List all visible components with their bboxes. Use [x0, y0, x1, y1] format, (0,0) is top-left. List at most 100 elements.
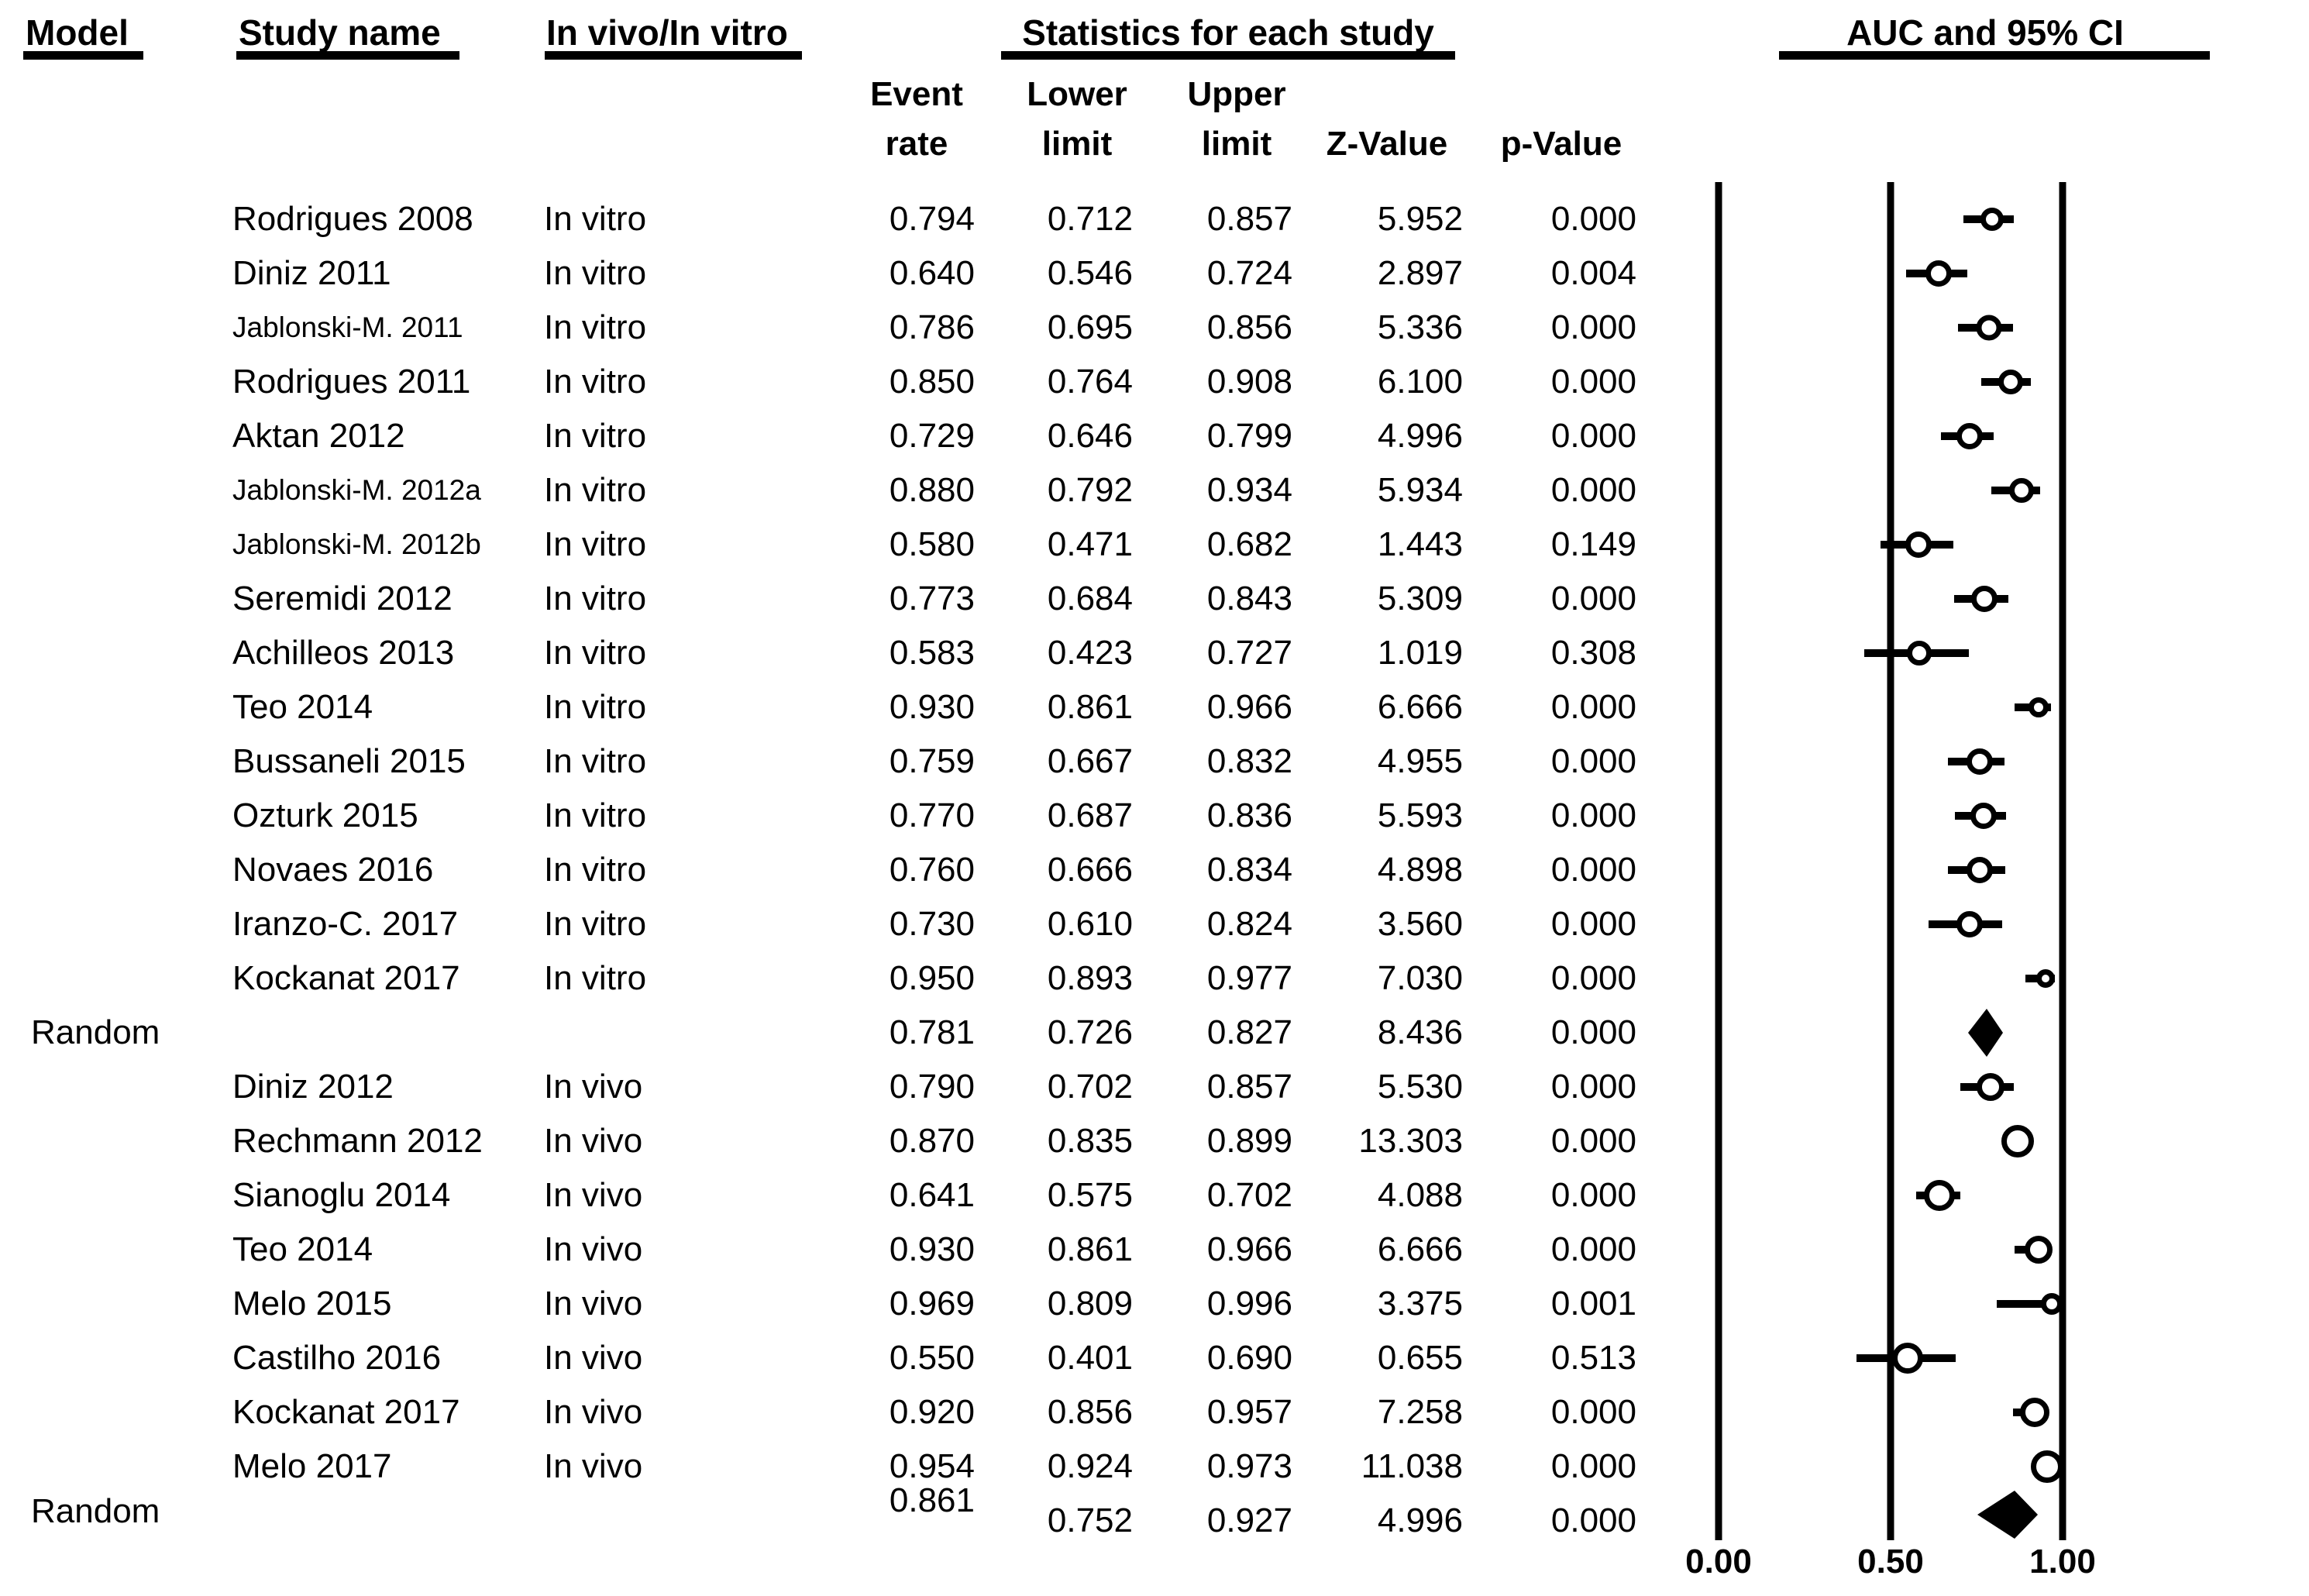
subheader-upper-limit: limit — [1201, 125, 1272, 163]
upper-limit-value: 0.934 — [1206, 471, 1292, 509]
p-value: 0.000 — [1550, 308, 1636, 346]
upper-limit-value: 0.857 — [1206, 200, 1292, 238]
column-header-model: Model — [26, 12, 129, 53]
study-name: Rodrigues 2011 — [232, 363, 471, 401]
lower-limit-value: 0.809 — [1047, 1285, 1133, 1323]
event-rate-value: 0.870 — [889, 1122, 975, 1160]
study-name: Ozturk 2015 — [232, 796, 418, 834]
group-label: In vitro — [544, 959, 647, 997]
study-name: Iranzo-C. 2017 — [232, 905, 459, 943]
event-rate-value: 0.760 — [889, 851, 975, 889]
lower-limit-value: 0.546 — [1047, 254, 1133, 292]
subheader-p-value: p-Value — [1500, 125, 1622, 163]
z-value: 7.258 — [1377, 1393, 1463, 1431]
point-estimate-marker — [1976, 315, 2002, 341]
event-rate-value: 0.580 — [889, 525, 975, 563]
point-estimate-marker — [2035, 969, 2055, 988]
point-estimate-marker — [2024, 1236, 2053, 1264]
lower-limit-value: 0.856 — [1047, 1393, 1133, 1431]
upper-limit-value: 0.857 — [1206, 1068, 1292, 1106]
group-label: In vitro — [544, 851, 647, 889]
upper-limit-value: 0.827 — [1206, 1013, 1292, 1051]
axis-tick-label: 0.00 — [1685, 1543, 1752, 1581]
upper-limit-value: 0.927 — [1206, 1501, 1292, 1539]
p-value: 0.000 — [1550, 1393, 1636, 1431]
upper-limit-value: 0.727 — [1206, 634, 1292, 672]
subheader-lower-limit: limit — [1041, 125, 1113, 163]
lower-limit-value: 0.893 — [1047, 959, 1133, 997]
study-name: Achilleos 2013 — [232, 634, 455, 672]
event-rate-value: 0.969 — [889, 1285, 975, 1323]
column-header-study-name: Study name — [239, 12, 441, 53]
upper-limit-value: 0.908 — [1206, 363, 1292, 401]
study-name: Castilho 2016 — [232, 1339, 442, 1377]
event-rate-value: 0.729 — [889, 417, 975, 455]
z-value: 4.088 — [1377, 1176, 1463, 1214]
study-name: Diniz 2011 — [232, 254, 391, 292]
point-estimate-marker — [2041, 1293, 2063, 1315]
group-label: In vivo — [544, 1176, 643, 1214]
lower-limit-value: 0.726 — [1047, 1013, 1133, 1051]
p-value: 0.000 — [1550, 851, 1636, 889]
plot-title-underline — [1779, 51, 2210, 60]
event-rate-value: 0.880 — [889, 471, 975, 509]
z-value: 0.655 — [1377, 1339, 1463, 1377]
event-rate-value: 0.930 — [889, 688, 975, 726]
lower-limit-value: 0.471 — [1047, 525, 1133, 563]
lower-limit-value: 0.924 — [1047, 1447, 1133, 1485]
p-value: 0.308 — [1550, 634, 1636, 672]
model-header-underline — [23, 51, 143, 60]
event-rate-value: 0.790 — [889, 1068, 975, 1106]
summary-diamond — [1968, 1009, 2004, 1057]
p-value: 0.000 — [1550, 959, 1636, 997]
group-label: In vivo — [544, 1285, 643, 1323]
upper-limit-value: 0.724 — [1206, 254, 1292, 292]
z-value: 4.996 — [1377, 417, 1463, 455]
point-estimate-marker — [1967, 857, 1994, 883]
p-value: 0.000 — [1550, 1068, 1636, 1106]
event-rate-value: 0.773 — [889, 580, 975, 617]
lower-limit-value: 0.401 — [1047, 1339, 1133, 1377]
subheader-z-value: Z-Value — [1326, 125, 1448, 163]
lower-limit-value: 0.861 — [1047, 1230, 1133, 1268]
p-value: 0.000 — [1550, 742, 1636, 780]
point-estimate-marker — [1923, 1180, 1955, 1211]
axis-reference-line — [1887, 182, 1894, 1540]
study-name-header-underline — [236, 51, 459, 60]
p-value: 0.149 — [1550, 525, 1636, 563]
p-value: 0.000 — [1550, 200, 1636, 238]
axis-tick-label: 0.50 — [1857, 1543, 1924, 1581]
event-rate-value: 0.950 — [889, 959, 975, 997]
plot-title: AUC and 95% CI — [1846, 12, 2124, 53]
group-label: In vivo — [544, 1068, 643, 1106]
p-value: 0.000 — [1550, 363, 1636, 401]
group-label: In vivo — [544, 1447, 643, 1485]
point-estimate-marker — [2020, 1398, 2050, 1427]
study-name: Teo 2014 — [232, 1230, 373, 1268]
point-estimate-marker — [2008, 478, 2034, 503]
p-value: 0.000 — [1550, 417, 1636, 455]
point-estimate-marker — [1976, 1073, 2004, 1101]
study-name: Jablonski-M. 2012b — [232, 528, 481, 560]
study-name: Rechmann 2012 — [232, 1122, 483, 1160]
upper-limit-value: 0.856 — [1206, 308, 1292, 346]
group-label: In vitro — [544, 417, 647, 455]
group-header-underline — [545, 51, 802, 60]
group-label: In vivo — [544, 1230, 643, 1268]
point-estimate-marker — [1998, 370, 2024, 394]
upper-limit-value: 0.836 — [1206, 796, 1292, 834]
study-name: Kockanat 2017 — [232, 1393, 460, 1431]
lower-limit-value: 0.835 — [1047, 1122, 1133, 1160]
event-rate-value: 0.759 — [889, 742, 975, 780]
event-rate-value: 0.583 — [889, 634, 975, 672]
upper-limit-value: 0.996 — [1206, 1285, 1292, 1323]
group-label: In vitro — [544, 363, 647, 401]
study-name: Rodrigues 2008 — [232, 200, 473, 238]
event-rate-value: 0.920 — [889, 1393, 975, 1431]
column-header-statistics: Statistics for each study — [1022, 12, 1434, 53]
group-label: In vitro — [544, 471, 647, 509]
z-value: 5.309 — [1377, 580, 1463, 617]
study-name: Melo 2017 — [232, 1447, 392, 1485]
subheader-lower: Lower — [1027, 75, 1127, 113]
